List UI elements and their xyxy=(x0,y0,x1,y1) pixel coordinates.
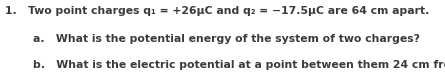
Text: b.   What is the electric potential at a point between them 24 cm from q₁?: b. What is the electric potential at a p… xyxy=(33,60,445,70)
Text: a.   What is the potential energy of the system of two charges?: a. What is the potential energy of the s… xyxy=(33,34,421,44)
Text: 1.   Two point charges q₁ = +26μC and q₂ = −17.5μC are 64 cm apart.: 1. Two point charges q₁ = +26μC and q₂ =… xyxy=(5,6,430,16)
